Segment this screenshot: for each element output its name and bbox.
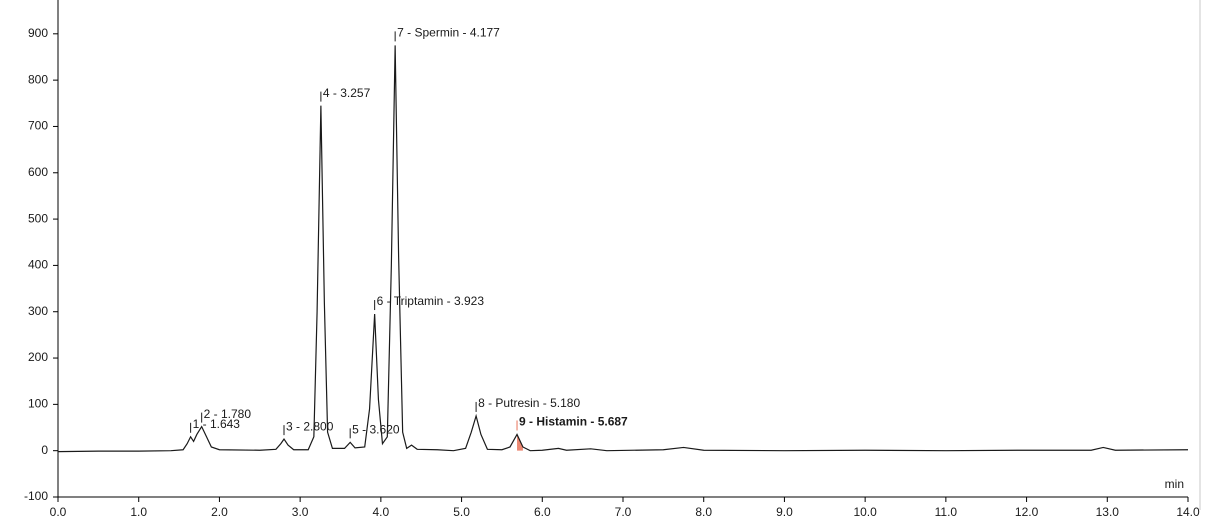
peak-label: 3 - 2.800: [286, 419, 334, 433]
x-tick-label: 6.0: [534, 505, 551, 519]
peak-label: 5 - 3.620: [352, 423, 400, 437]
y-tick-label: 700: [28, 119, 48, 133]
x-tick-label: 10.0: [853, 505, 877, 519]
y-tick-label: 0: [41, 443, 48, 457]
peak-label: 1 - 1.643: [193, 417, 241, 431]
y-tick-label: 900: [28, 26, 48, 40]
peak-label: 6 - Triptamin - 3.923: [377, 294, 485, 308]
y-tick-label: -100: [24, 489, 48, 503]
x-tick-label: 3.0: [292, 505, 309, 519]
peak-label: 2 - 1.780: [204, 407, 252, 421]
y-tick-label: 800: [28, 72, 48, 86]
y-tick-label: 200: [28, 350, 48, 364]
y-tick-label: 100: [28, 397, 48, 411]
x-tick-label: 0.0: [50, 505, 67, 519]
peak-label: 8 - Putresin - 5.180: [478, 396, 580, 410]
peak-label: 7 - Spermin - 4.177: [397, 26, 500, 40]
x-tick-label: 11.0: [935, 505, 958, 519]
x-tick-label: 12.0: [1015, 505, 1039, 519]
y-tick-label: 500: [28, 211, 48, 225]
y-tick-label: 300: [28, 304, 48, 318]
x-tick-label: 2.0: [211, 505, 228, 519]
x-tick-label: 14.0: [1176, 505, 1200, 519]
y-tick-label: 400: [28, 258, 48, 272]
peak-label: 4 - 3.257: [323, 86, 371, 100]
x-tick-label: 7.0: [615, 505, 632, 519]
signal-line: [57, 45, 1189, 453]
x-tick-label: 9.0: [776, 505, 793, 519]
x-tick-label: 4.0: [373, 505, 390, 519]
x-axis-label: min: [1165, 477, 1184, 491]
y-tick-label: 600: [28, 165, 48, 179]
x-tick-label: 1.0: [130, 505, 147, 519]
peak-label: 9 - Histamin - 5.687: [519, 415, 628, 429]
x-tick-label: 13.0: [1096, 505, 1120, 519]
x-tick-label: 5.0: [453, 505, 470, 519]
x-tick-label: 8.0: [695, 505, 712, 519]
